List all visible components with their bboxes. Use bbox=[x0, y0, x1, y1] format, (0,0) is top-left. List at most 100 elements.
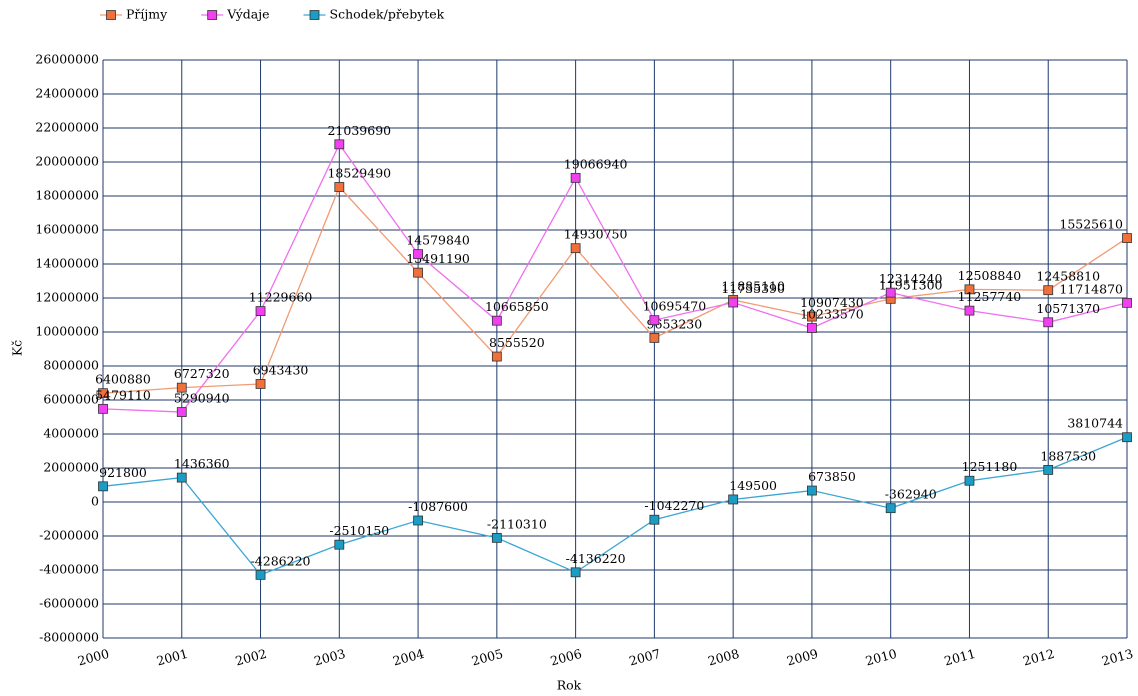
y-tick-label: 22000000 bbox=[35, 120, 99, 135]
data-label: 149500 bbox=[729, 478, 777, 493]
x-tick-label: 2000 bbox=[76, 646, 111, 669]
data-label: 12508840 bbox=[958, 268, 1022, 283]
data-label: 9653230 bbox=[647, 316, 703, 331]
y-tick-label: -8000000 bbox=[39, 630, 99, 645]
x-tick-label: 2010 bbox=[864, 646, 899, 669]
marker bbox=[649, 514, 660, 525]
data-label: 12314240 bbox=[879, 271, 943, 286]
y-tick-label: 8000000 bbox=[43, 358, 99, 373]
series-line bbox=[102, 436, 1128, 576]
y-tick-label: 14000000 bbox=[35, 256, 99, 271]
y-tick-label: 24000000 bbox=[35, 86, 99, 101]
y-tick-label: 0 bbox=[91, 494, 99, 509]
y-tick-label: 18000000 bbox=[35, 188, 99, 203]
marker bbox=[649, 332, 660, 343]
legend-label: Schodek/přebytek bbox=[330, 7, 445, 22]
legend-marker bbox=[106, 10, 116, 20]
marker bbox=[413, 267, 423, 278]
series-line bbox=[102, 143, 1128, 413]
series-line bbox=[102, 185, 1128, 394]
data-label: 21039690 bbox=[327, 123, 391, 138]
data-label: 1887530 bbox=[1040, 448, 1096, 463]
y-tick-label: 20000000 bbox=[35, 154, 99, 169]
data-label: 8555520 bbox=[489, 335, 545, 350]
x-tick-label: 2006 bbox=[549, 646, 584, 669]
y-axis-label: Kč bbox=[10, 340, 25, 356]
x-tick-label: 2001 bbox=[155, 646, 190, 669]
marker bbox=[885, 287, 896, 298]
y-tick-label: 16000000 bbox=[35, 222, 99, 237]
y-tick-label: 2000000 bbox=[43, 460, 99, 475]
data-label: -1087600 bbox=[408, 499, 468, 514]
marker bbox=[1122, 233, 1132, 243]
data-label: -4286220 bbox=[251, 553, 311, 568]
marker bbox=[1122, 297, 1132, 308]
x-tick-label: 2002 bbox=[234, 646, 269, 669]
marker bbox=[1043, 317, 1054, 328]
y-tick-label: 26000000 bbox=[35, 52, 99, 67]
marker bbox=[649, 315, 660, 326]
data-label: 10665850 bbox=[485, 299, 549, 314]
marker bbox=[1122, 432, 1132, 443]
marker bbox=[570, 243, 581, 254]
marker bbox=[964, 305, 975, 316]
data-label: -4136220 bbox=[566, 551, 626, 566]
data-label: -2110310 bbox=[487, 516, 547, 531]
data-label: 6943430 bbox=[253, 362, 309, 377]
data-label: -362940 bbox=[885, 487, 937, 502]
marker bbox=[255, 379, 266, 389]
data-label: 10233570 bbox=[800, 307, 864, 322]
data-label: 10695470 bbox=[643, 299, 707, 314]
x-axis-label: Rok bbox=[557, 678, 582, 693]
data-label: 10571370 bbox=[1036, 301, 1100, 316]
data-label: 12458810 bbox=[1036, 269, 1100, 284]
data-label: 921800 bbox=[99, 465, 147, 480]
data-label: 14579840 bbox=[406, 233, 470, 248]
y-tick-label: 6000000 bbox=[43, 392, 99, 407]
marker bbox=[807, 323, 817, 333]
data-label: 6727320 bbox=[174, 366, 230, 381]
marker bbox=[491, 351, 502, 362]
x-tick-label: 2009 bbox=[785, 646, 820, 669]
x-tick-label: 2003 bbox=[312, 646, 347, 669]
marker bbox=[1043, 285, 1054, 296]
data-label: 15525610 bbox=[1059, 217, 1123, 232]
data-label: -2510150 bbox=[329, 523, 389, 538]
legend-marker bbox=[207, 10, 218, 20]
x-tick-label: 2011 bbox=[943, 646, 978, 669]
data-label: -1042270 bbox=[644, 498, 704, 513]
data-label: 1436360 bbox=[174, 456, 230, 471]
marker bbox=[334, 182, 345, 192]
marker bbox=[964, 475, 975, 486]
data-label: 11257740 bbox=[958, 289, 1022, 304]
data-label: 5290940 bbox=[174, 391, 230, 406]
marker bbox=[491, 315, 502, 326]
y-tick-label: 10000000 bbox=[35, 324, 99, 339]
marker bbox=[98, 403, 108, 414]
y-tick-label: -4000000 bbox=[39, 562, 99, 577]
x-tick-label: 2012 bbox=[1021, 646, 1056, 669]
data-label: 11735390 bbox=[721, 281, 785, 296]
x-tick-label: 2007 bbox=[627, 646, 662, 669]
legend-label: Výdaje bbox=[226, 7, 269, 22]
marker bbox=[255, 306, 266, 316]
marker bbox=[728, 494, 739, 505]
marker bbox=[964, 284, 975, 295]
data-label: 19066940 bbox=[564, 156, 628, 171]
data-label: 11229660 bbox=[249, 290, 313, 305]
marker bbox=[176, 472, 187, 483]
x-tick-label: 2013 bbox=[1100, 646, 1135, 669]
marker bbox=[570, 172, 581, 183]
x-tick-label: 2008 bbox=[706, 646, 741, 669]
data-label: 6400880 bbox=[95, 372, 151, 387]
y-tick-label: 12000000 bbox=[35, 290, 99, 305]
marker bbox=[413, 249, 423, 260]
marker bbox=[334, 139, 345, 150]
marker bbox=[98, 388, 108, 399]
data-label: 3810744 bbox=[1067, 416, 1123, 431]
marker bbox=[807, 311, 817, 322]
data-label: 11885110 bbox=[721, 278, 785, 293]
marker bbox=[176, 407, 187, 417]
data-label: 10907430 bbox=[800, 295, 864, 310]
